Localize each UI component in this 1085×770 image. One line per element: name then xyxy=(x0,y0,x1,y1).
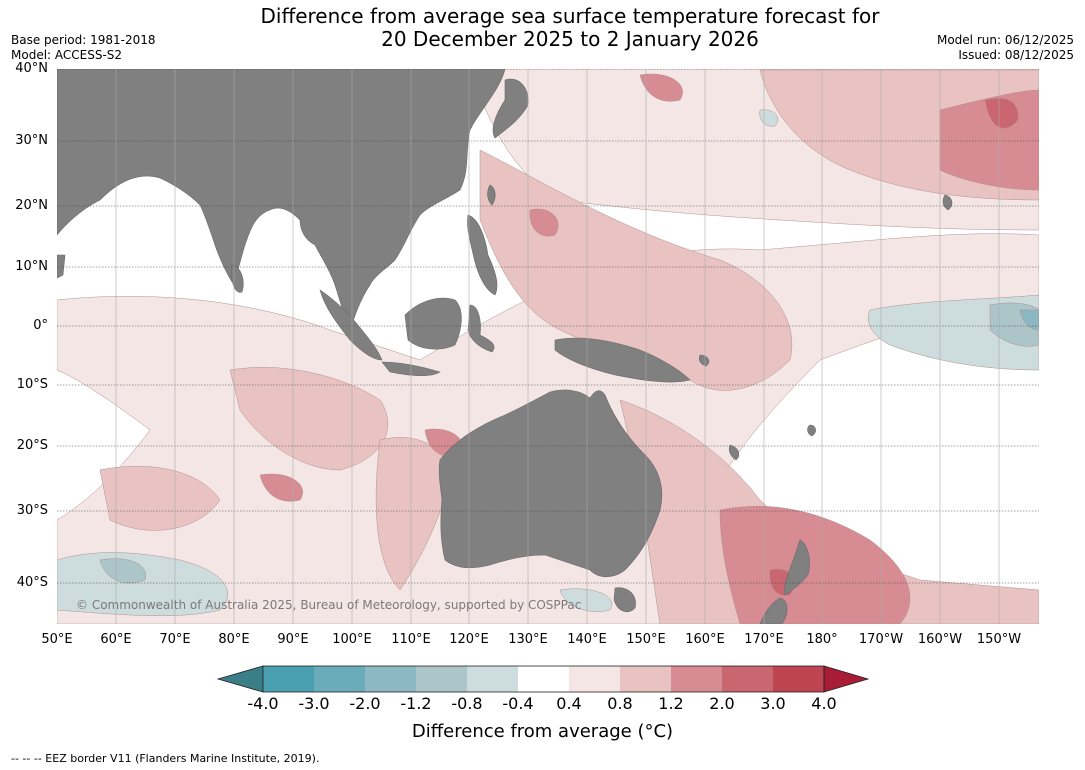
lon-label: 160°E xyxy=(685,632,725,647)
lon-label: 100°E xyxy=(332,632,372,647)
eez-footnote: -- -- -- EEZ border V11 (Flanders Marine… xyxy=(11,752,320,765)
lon-label: 170°E xyxy=(744,632,784,647)
colorbar-under-arrow xyxy=(216,665,264,693)
colorbar-over-arrow xyxy=(823,665,870,693)
lat-label: 20°N xyxy=(15,198,48,213)
lon-label: 160°W xyxy=(917,632,963,647)
colorbar-tick: 4.0 xyxy=(811,694,837,713)
colorbar-bin xyxy=(365,666,416,692)
lon-label: 90°E xyxy=(277,632,309,647)
colorbar-bin xyxy=(314,666,365,692)
colorbar-bin xyxy=(416,666,467,692)
lat-label: 0° xyxy=(33,318,48,333)
lat-label: 30°S xyxy=(16,503,48,518)
lat-label: 40°S xyxy=(16,575,48,590)
colorbar-tick: -0.8 xyxy=(451,694,483,713)
lat-label: 20°S xyxy=(16,438,48,453)
colorbar-tick: -2.0 xyxy=(349,694,381,713)
colorbar-tick: 2.0 xyxy=(709,694,735,713)
colorbar-bin xyxy=(518,666,569,692)
lon-label: 80°E xyxy=(218,632,250,647)
title-line-2: 20 December 2025 to 2 January 2026 xyxy=(381,27,759,51)
colorbar-bin xyxy=(263,666,314,692)
meridians xyxy=(115,69,1000,624)
lon-label: 60°E xyxy=(100,632,132,647)
lon-label: 150°W xyxy=(976,632,1022,647)
colorbar-bin xyxy=(467,666,518,692)
colorbar-label: Difference from average (°C) xyxy=(411,721,674,742)
colorbar-tick: -3.0 xyxy=(298,694,330,713)
lon-label: 110°E xyxy=(391,632,431,647)
issued-text: Issued: 08/12/2025 xyxy=(958,48,1074,62)
copyright-notice: © Commonwealth of Australia 2025, Bureau… xyxy=(76,598,582,612)
colorbar-tick: -0.4 xyxy=(502,694,534,713)
colorbar-tick: 0.4 xyxy=(556,694,582,713)
map-area xyxy=(57,69,1039,624)
lon-label: 70°E xyxy=(159,632,191,647)
lon-label: 170°W xyxy=(858,632,904,647)
colorbar-bin xyxy=(671,666,722,692)
lon-label: 50°E xyxy=(41,632,73,647)
colorbar-bin xyxy=(569,666,620,692)
model-text: Model: ACCESS-S2 xyxy=(11,48,123,62)
lon-label: 140°E xyxy=(567,632,607,647)
colorbar-outline xyxy=(262,665,825,693)
colorbar xyxy=(216,665,870,693)
colorbar-tick: 0.8 xyxy=(607,694,633,713)
lon-label: 180° xyxy=(806,632,838,647)
lat-label: 10°N xyxy=(15,259,48,274)
colorbar-tick: -4.0 xyxy=(247,694,279,713)
colorbar-bin xyxy=(773,666,824,692)
lon-label: 150°E xyxy=(626,632,666,647)
lat-label: 10°S xyxy=(16,377,48,392)
title-line-1: Difference from average sea surface temp… xyxy=(260,4,880,28)
base-period-text: Base period: 1981-2018 xyxy=(11,33,156,47)
lon-label: 120°E xyxy=(449,632,489,647)
lat-label: 30°N xyxy=(15,133,48,148)
colorbar-tick: 3.0 xyxy=(760,694,786,713)
model-run-text: Model run: 06/12/2025 xyxy=(936,33,1074,47)
lat-label: 40°N xyxy=(15,61,48,76)
colorbar-tick: -1.2 xyxy=(400,694,432,713)
lon-label: 130°E xyxy=(508,632,548,647)
land-masses xyxy=(57,69,953,624)
colorbar-tick: 1.2 xyxy=(658,694,684,713)
colorbar-bin xyxy=(722,666,773,692)
colorbar-bin xyxy=(620,666,671,692)
